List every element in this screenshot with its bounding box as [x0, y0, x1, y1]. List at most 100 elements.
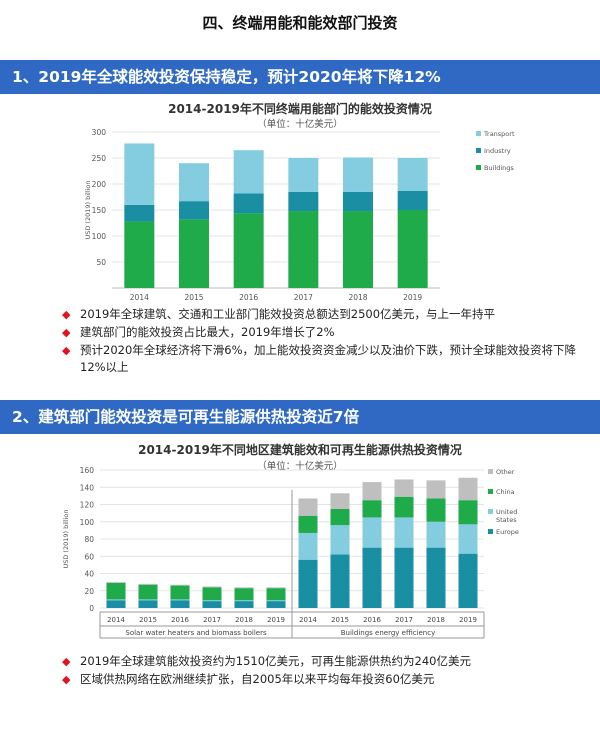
chart2-y-tick-label: 140 [80, 483, 95, 492]
chart2-x-tick-label: 2019 [267, 616, 285, 624]
chart2-x-tick-label: 2016 [363, 616, 381, 624]
chart1-legend-swatch [476, 165, 481, 170]
chart2-bar-europe [362, 547, 382, 608]
chart1-legend-label: Transport [483, 130, 515, 138]
section1-bullets: ◆ 2019年全球建筑、交通和工业部门能效投资总额达到2500亿美元，与上一年持平… [60, 306, 580, 377]
section2-bullet-text: 2019年全球建筑能效投资约为1510亿美元，可再生能源供热约为240亿美元 [80, 654, 471, 668]
chart2-title: 2014-2019年不同地区建筑能效和可再生能源供热投资情况 [138, 443, 462, 457]
chart1-x-tick-label: 2014 [130, 293, 149, 302]
chart2-bar-europe [394, 547, 414, 608]
chart1-x-tick-label: 2019 [403, 293, 422, 302]
chart2-legend-label: Europe [496, 528, 519, 536]
section2-bullets: ◆ 2019年全球建筑能效投资约为1510亿美元，可再生能源供热约为240亿美元 ◆… [60, 653, 580, 689]
chart2-bar-europe [170, 600, 190, 608]
chart2-unit: （单位：十亿美元） [257, 461, 343, 472]
chart1-x-tick-label: 2017 [294, 293, 313, 302]
chart2-bar-united-states [362, 517, 382, 548]
chart2-bar-other [234, 587, 254, 589]
chart1-bar-transport [288, 158, 319, 192]
chart1-x-tick-label: 2016 [239, 293, 258, 302]
chart1-bar-industry [397, 190, 428, 210]
chart1-y-tick-label: 200 [92, 180, 107, 189]
diamond-bullet-icon: ◆ [62, 308, 71, 321]
chart2-group-label: Solar water heaters and biomass boilers [125, 629, 267, 637]
chart2-bar-europe [202, 601, 222, 608]
chart2-y-tick-label: 40 [84, 570, 94, 579]
chart1-legend-swatch [476, 131, 481, 136]
diamond-bullet-icon: ◆ [62, 655, 71, 668]
chart2-x-tick-label: 2018 [235, 616, 253, 624]
chart1-legend-label: Industry [484, 147, 511, 155]
chart2-bar-other [106, 582, 126, 583]
chart2-bar-china [426, 498, 446, 522]
diamond-bullet-icon: ◆ [62, 326, 71, 339]
section2-bullet: ◆ 区域供热网络在欧洲继续扩张，自2005年以来平均每年投资60亿美元 [60, 671, 580, 688]
chart2-y-axis-label: USD (2019) billion [62, 509, 70, 568]
chart2-x-tick-label: 2016 [171, 616, 189, 624]
chart2-bar-other [138, 583, 158, 585]
chart2-bar-other [362, 482, 382, 501]
diamond-bullet-icon: ◆ [62, 344, 71, 357]
chart2-bar-china [234, 588, 254, 601]
chart1-bar-buildings [233, 213, 264, 288]
chart2-bar-united-states [106, 599, 126, 601]
chart1-bar-industry [124, 204, 155, 222]
section1-bullet-text: 预计2020年全球经济将下滑6%，加上能效投资资金减少以及油价下跌，预计全球能效… [80, 343, 577, 374]
chart1-bar-buildings [179, 219, 209, 288]
chart1-bar-industry [179, 201, 209, 220]
chart1-bar-transport [179, 163, 209, 202]
chart1-legend-label: Buildings [484, 164, 514, 172]
chart1-bar-buildings [288, 211, 319, 288]
chart1-bar-transport [124, 143, 155, 205]
chart2-y-tick-label: 20 [84, 587, 94, 596]
chart1-y-tick-label: 100 [92, 232, 107, 241]
chart2-bar-united-states [202, 600, 222, 602]
chart2-x-tick-label: 2019 [459, 616, 477, 624]
section1-bullet-text: 建筑部门的能效投资占比最大，2019年增长了2% [80, 325, 335, 339]
chart2-bar-other [202, 586, 222, 588]
chart2-x-tick-label: 2018 [427, 616, 445, 624]
section1-banner: 1、2019年全球能效投资保持稳定，预计2020年将下降12% [0, 60, 600, 94]
chart2-bar-europe [298, 559, 318, 608]
chart1-x-tick-label: 2015 [184, 293, 203, 302]
chart2-x-tick-label: 2014 [107, 616, 125, 624]
chart2-bar-united-states [298, 532, 318, 560]
chart2-bar-china [138, 584, 158, 600]
chart2-bar-other [458, 477, 478, 501]
chart2-legend-label: United States [496, 508, 517, 524]
chart1-y-axis-label: USD (2019) billion [84, 180, 92, 239]
chart2-y-tick-label: 60 [84, 552, 94, 561]
chart2-bar-other [394, 479, 414, 497]
chart2-y-tick-label: 100 [80, 518, 95, 527]
chart2-bar-europe [234, 601, 254, 608]
chart1-y-tick-label: 150 [92, 206, 107, 215]
chart2-x-tick-label: 2017 [395, 616, 413, 624]
chart1-y-tick-label: 300 [92, 128, 107, 137]
chart2-bar-united-states [138, 599, 158, 601]
chart2-bar-china [330, 508, 350, 526]
chart1-bar-buildings [124, 221, 155, 288]
chart2-bar-china [202, 587, 222, 601]
chart2-bar-united-states [330, 525, 350, 555]
chart2-bar-europe [138, 600, 158, 608]
section2-bullet: ◆ 2019年全球建筑能效投资约为1510亿美元，可再生能源供热约为240亿美元 [60, 653, 580, 670]
chart2-legend-swatch [488, 509, 493, 514]
chart2-x-tick-label: 2017 [203, 616, 221, 624]
chart1-y-tick-label: 50 [96, 258, 106, 267]
section2-bullet-text: 区域供热网络在欧洲继续扩张，自2005年以来平均每年投资60亿美元 [80, 672, 435, 686]
chart1-bar-transport [233, 150, 264, 194]
chart2-bar-china [106, 582, 126, 600]
chart2-svg: USD (2019) billion 0 20 40 60 80 100 120 140 160 2… [62, 466, 519, 639]
chart1-bar-industry [233, 193, 264, 214]
chart1-bar-industry [343, 191, 373, 212]
chart2-legend-swatch [488, 529, 493, 534]
chart2-bar-europe [330, 554, 350, 608]
chart2-legend-label: China [496, 488, 515, 496]
chart2-bar-europe [106, 600, 126, 608]
chart2-bar-europe [426, 547, 446, 608]
section1-bullet: ◆ 建筑部门的能效投资占比最大，2019年增长了2% [60, 324, 580, 341]
chart2-bar-united-states [266, 600, 286, 602]
section1-bullet: ◆ 2019年全球建筑、交通和工业部门能效投资总额达到2500亿美元，与上一年持平 [60, 306, 580, 323]
chart1-bar-transport [397, 158, 428, 191]
chart2-bar-china [170, 585, 190, 600]
